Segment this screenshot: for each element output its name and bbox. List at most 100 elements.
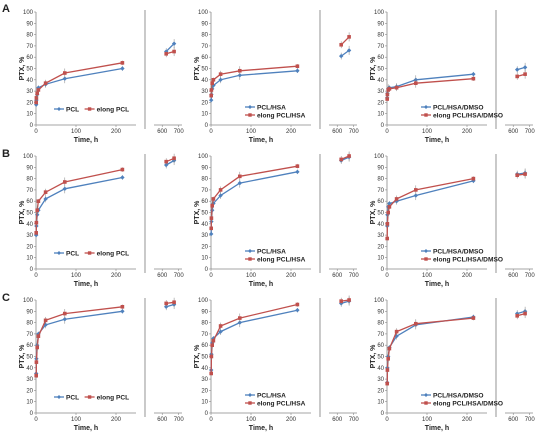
data-point	[218, 329, 223, 334]
data-point	[295, 68, 300, 73]
chart-panels: 0 10 20 30 40 50 60 70 80 90 100 0 100 200 600 700 PTX, …	[19, 10, 535, 432]
y-tick-label: 60	[377, 343, 384, 349]
data-point	[471, 71, 476, 77]
y-tick-label: 90	[26, 165, 33, 171]
data-point	[386, 356, 390, 361]
y-tick-label: 60	[201, 55, 208, 61]
x-tick-label: 700	[349, 273, 360, 279]
y-tick-label: 20	[26, 244, 33, 250]
data-point	[36, 199, 41, 203]
y-tick-label: 40	[377, 222, 384, 228]
y-tick-label: 30	[377, 89, 384, 95]
x-tick-label: 200	[462, 273, 473, 279]
y-axis-label: PTX, %	[19, 200, 26, 225]
data-point	[295, 169, 300, 175]
x-tick-label: 100	[246, 273, 257, 279]
chart-panel-c2: 0 10 20 30 40 50 60 70 80 90 100 0 100 200 600 700 PTX, …	[194, 295, 359, 432]
y-tick-label: 90	[377, 165, 384, 171]
y-tick-label: 100	[23, 154, 34, 160]
data-point	[346, 48, 352, 53]
data-point	[515, 314, 519, 318]
data-point	[43, 190, 48, 194]
legend-entry-label: elong PCL/HSA	[257, 112, 306, 119]
data-point	[387, 87, 392, 91]
y-tick-label: 50	[26, 355, 33, 361]
legend-marker	[87, 395, 92, 399]
y-tick-label: 30	[26, 377, 33, 383]
data-point	[515, 74, 519, 79]
data-point	[209, 93, 213, 98]
data-point	[218, 193, 223, 198]
data-point	[387, 205, 392, 209]
y-tick-label: 80	[26, 33, 33, 39]
y-tick-label: 100	[374, 154, 385, 160]
data-point	[209, 231, 214, 237]
data-point	[120, 309, 125, 314]
series-line-main-0	[35, 310, 123, 374]
data-point	[238, 68, 242, 73]
data-point	[394, 197, 399, 201]
x-tick-label: 600	[332, 273, 343, 279]
y-tick-label: 30	[201, 377, 208, 383]
legend-marker	[87, 251, 92, 255]
data-point	[62, 76, 67, 81]
data-point	[172, 156, 176, 161]
legend-entry-label: elong PCL/HSA/DMSO	[433, 400, 503, 407]
x-axis-label: Time, h	[74, 425, 98, 432]
data-point	[514, 67, 520, 72]
series-line-main-0	[386, 316, 474, 383]
series-line-main-1	[386, 78, 474, 100]
legend-entry-label: elong PCL	[97, 106, 130, 113]
data-point	[211, 83, 216, 88]
data-point	[218, 72, 223, 76]
legend-marker	[57, 107, 61, 111]
data-point	[218, 77, 223, 82]
y-tick-label: 0	[205, 123, 209, 129]
y-tick-label: 10	[201, 400, 208, 406]
x-tick-label: 100	[422, 273, 433, 279]
y-tick-label: 40	[201, 78, 208, 84]
data-point	[386, 210, 390, 215]
y-tick-label: 70	[26, 188, 33, 194]
data-point	[237, 180, 242, 186]
data-point	[120, 304, 125, 309]
data-point	[34, 96, 39, 100]
data-point	[63, 71, 67, 75]
y-tick-label: 50	[377, 67, 384, 73]
y-tick-label: 70	[201, 188, 208, 194]
legend-entry-label: elong PCL/HSA/DMSO	[433, 256, 503, 263]
legend: PCL elong PCL	[54, 106, 129, 113]
data-point	[172, 49, 176, 54]
legend-entry-label: elong PCL	[97, 394, 130, 401]
data-point	[209, 216, 214, 220]
legend-entry-label: elong PCL/HSA/DMSO	[433, 112, 503, 119]
x-tick-label: 600	[508, 129, 519, 135]
chart-panel-c3: 0 10 20 30 40 50 60 70 80 90 100 0 100 200 600 700 PTX, …	[370, 298, 535, 432]
x-tick-label: 200	[286, 273, 297, 279]
data-point	[34, 373, 38, 378]
legend-marker	[248, 105, 252, 109]
x-tick-label: 0	[385, 273, 389, 279]
series-line-main-0	[210, 309, 298, 371]
y-tick-label: 70	[26, 332, 33, 338]
x-tick-label: 700	[174, 417, 185, 423]
y-axis-label: PTX, %	[370, 56, 377, 81]
legend: PCL elong PCL	[54, 250, 129, 257]
x-tick-label: 600	[157, 417, 168, 423]
series-line-main-0	[35, 176, 123, 236]
y-tick-label: 100	[374, 298, 385, 304]
legend-marker	[248, 113, 252, 117]
y-tick-label: 10	[26, 400, 33, 406]
y-tick-label: 80	[201, 321, 208, 327]
x-tick-label: 700	[349, 417, 360, 423]
data-point	[471, 76, 476, 81]
legend-marker	[424, 105, 428, 109]
y-tick-label: 60	[26, 343, 33, 349]
data-point	[338, 53, 344, 59]
y-tick-label: 70	[377, 188, 384, 194]
data-point	[211, 78, 216, 82]
y-tick-label: 30	[377, 377, 384, 383]
data-point	[394, 85, 399, 90]
